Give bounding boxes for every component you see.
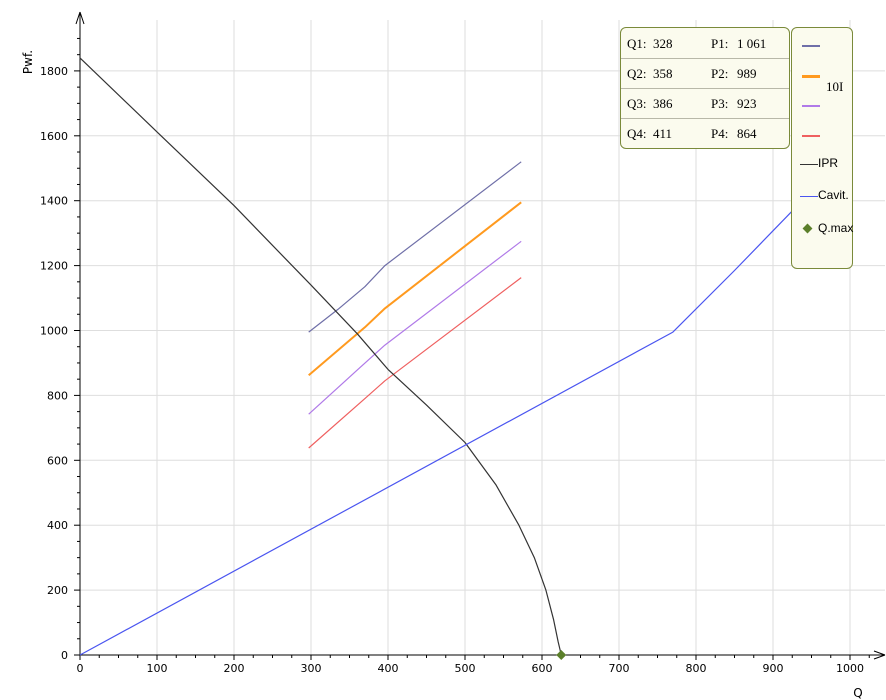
y-tick-label-200: 200 bbox=[47, 584, 68, 597]
q4-value: 411 bbox=[653, 126, 673, 141]
y-tick-label-1200: 1200 bbox=[40, 260, 68, 273]
y-tick-label-400: 400 bbox=[47, 519, 68, 532]
y-tick-label-1600: 1600 bbox=[40, 130, 68, 143]
q2-label: Q2: bbox=[627, 66, 647, 81]
x-axis-title: Q bbox=[853, 686, 862, 700]
p1-label: P1: bbox=[711, 36, 729, 51]
x-tick-label-500: 500 bbox=[455, 662, 476, 675]
legend-qmax-marker bbox=[802, 223, 813, 234]
legend-line-ipr bbox=[800, 164, 818, 165]
y-axis-title: Pwf. bbox=[21, 50, 35, 74]
ticks: 0 100 200 300 400 500 600 700 800 900 1000 0 200 400 6… bbox=[40, 37, 870, 675]
legend: 10I IPR Cavit. Q.max bbox=[791, 27, 853, 269]
q4-label: Q4: bbox=[627, 126, 647, 141]
y-tick-label-1000: 1000 bbox=[40, 325, 68, 338]
y-tick-label-800: 800 bbox=[47, 389, 68, 402]
grid bbox=[80, 20, 885, 655]
legend-line-2 bbox=[802, 75, 820, 78]
series-line-cavit bbox=[79, 198, 805, 656]
q3-label: Q3: bbox=[627, 96, 647, 111]
series-lines bbox=[79, 57, 805, 656]
q2-value: 358 bbox=[653, 66, 673, 81]
x-tick-label-200: 200 bbox=[224, 662, 245, 675]
q1-label: Q1: bbox=[627, 36, 647, 51]
x-tick-label-0: 0 bbox=[77, 662, 84, 675]
series-line-3 bbox=[308, 240, 522, 415]
series-line-ipr bbox=[79, 57, 562, 656]
q1-value: 328 bbox=[653, 36, 673, 51]
x-tick-label-300: 300 bbox=[301, 662, 322, 675]
info-row-3: Q3: 386 P3: 923 bbox=[621, 88, 789, 119]
info-row-2: Q2: 358 P2: 989 bbox=[621, 58, 789, 89]
legend-cavit-label: Cavit. bbox=[818, 188, 849, 202]
x-tick-label-800: 800 bbox=[686, 662, 707, 675]
y-axis-arrow bbox=[75, 11, 85, 25]
p2-value: 989 bbox=[737, 66, 757, 81]
p4-label: P4: bbox=[711, 126, 729, 141]
x-tick-label-100: 100 bbox=[147, 662, 168, 675]
series-line-1 bbox=[308, 161, 522, 333]
legend-line-cavit bbox=[800, 196, 818, 197]
series-line-4 bbox=[308, 277, 522, 449]
y-tick-label-1400: 1400 bbox=[40, 195, 68, 208]
p2-label: P2: bbox=[711, 66, 729, 81]
x-tick-label-900: 900 bbox=[763, 662, 784, 675]
legend-qmax-label: Q.max bbox=[818, 221, 854, 235]
p3-label: P3: bbox=[711, 96, 729, 111]
qmax-marker bbox=[556, 650, 567, 660]
info-row-1: Q1: 328 P1: 1 061 bbox=[621, 28, 789, 59]
legend-line-1 bbox=[802, 45, 820, 47]
q3-value: 386 bbox=[653, 96, 673, 111]
x-tick-label-400: 400 bbox=[378, 662, 399, 675]
p3-value: 923 bbox=[737, 96, 757, 111]
markers bbox=[556, 650, 567, 660]
p4-value: 864 bbox=[737, 126, 757, 141]
series-line-2 bbox=[308, 201, 522, 377]
y-tick-label-0: 0 bbox=[61, 649, 68, 662]
x-tick-label-700: 700 bbox=[609, 662, 630, 675]
y-tick-label-1800: 1800 bbox=[40, 65, 68, 78]
x-tick-label-600: 600 bbox=[532, 662, 553, 675]
p1-value: 1 061 bbox=[737, 36, 767, 51]
y-tick-label-600: 600 bbox=[47, 454, 68, 467]
x-axis-arrow bbox=[873, 650, 886, 660]
x-tick-label-1000: 1000 bbox=[836, 662, 864, 675]
legend-ipr-label: IPR bbox=[818, 156, 839, 170]
legend-group-label: 10I bbox=[826, 79, 844, 94]
axes bbox=[75, 11, 886, 660]
point-info-table: Q1: 328 P1: 1 061 Q2: 358 P2: 989 Q3: 38… bbox=[620, 27, 790, 149]
legend-line-3 bbox=[802, 105, 820, 107]
legend-line-4 bbox=[802, 135, 820, 137]
info-row-4: Q4: 411 P4: 864 bbox=[621, 118, 789, 148]
